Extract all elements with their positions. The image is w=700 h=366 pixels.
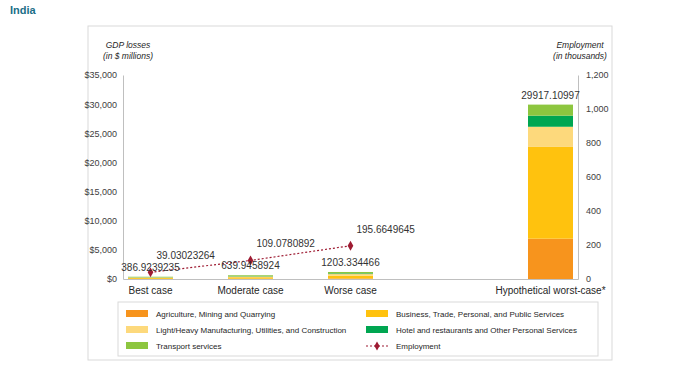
y2-tick: 200 [578,240,601,250]
y-tick: $15,000 [84,187,123,197]
y2-tick: 400 [578,206,601,216]
y-tick-label: $0 [107,274,117,284]
x-tick: Hypothetical worst-case* [495,279,605,296]
legend-item: Transport services [126,342,222,351]
y2-tick-label: 200 [586,240,601,250]
line-data-label: 195.6649645 [357,224,416,235]
y-axis-title: GDP losses [106,40,151,50]
y-tick: $10,000 [84,216,123,226]
legend-item: Employment [366,341,441,351]
y-tick: $30,000 [84,100,123,110]
bar-segment [328,272,373,273]
x-axis-line [124,279,579,280]
y2-tick: 1,000 [578,104,609,114]
legend-label: Light/Heavy Manufacturing, Utilities, an… [156,326,346,335]
legend-swatch [126,310,148,317]
legend-item: Hotel and restaurants and Other Personal… [366,326,577,335]
y2-tick-label: 1,000 [586,104,609,114]
y2-tick-label: 400 [586,206,601,216]
bar-segment [228,278,273,279]
line-data-label: 109.0780892 [257,238,316,249]
x-tick-label: Worse case [324,285,377,296]
bar-segment [228,276,273,277]
y2-axis-line [578,76,579,280]
total-data-label: 1203.334466 [321,257,380,268]
y2-axis-title: (in thousands) [553,51,607,61]
legend-label: Transport services [156,342,222,351]
data-labels: 39.03023264 109.0780892 195.6649645 386.923… [121,90,580,273]
bars [128,105,573,279]
x-tick: Worse case [324,279,377,296]
y-tick: $20,000 [84,158,123,168]
line-data-label: 39.03023264 [157,250,216,261]
y-tick: $5,000 [89,245,123,255]
bar-segment [528,105,573,116]
y2-tick: 600 [578,172,601,182]
x-tick-label: Hypothetical worst-case* [495,285,605,296]
legend: Agriculture, Mining and Quarrying Busines… [118,302,598,356]
y2-tick: 800 [578,138,601,148]
bar-segment [528,127,573,147]
bar-segment [228,276,273,278]
legend-swatch [366,310,388,317]
legend-label: Agriculture, Mining and Quarrying [156,310,275,319]
total-data-label: 386.9239235 [121,262,180,273]
x-tick: Moderate case [217,279,284,296]
x-tick-label: Best case [129,285,173,296]
y-tick-label: $10,000 [84,216,117,226]
y-tick-label: $30,000 [84,100,117,110]
y2-axis: 0 200 400 600 800 1,000 1,200 [578,70,609,284]
x-axis: Best case Moderate case Worse case Hypothet… [124,279,606,296]
y-axis: $0 $5,000 $10,000 $15,000 $20,000 $25,000 $30,… [84,70,123,284]
y-tick-label: $15,000 [84,187,117,197]
y-tick-label: $5,000 [89,245,117,255]
bar-segment [528,147,573,239]
line-marker [348,241,354,251]
y-axis-line [123,76,124,280]
x-tick-label: Moderate case [217,285,284,296]
bar-segment [228,275,273,277]
y2-tick-label: 0 [586,274,591,284]
y2-axis-title: Employment [556,40,604,50]
y2-tick: 0 [578,274,591,284]
chart-frame [88,26,612,360]
legend-swatch [366,326,388,333]
y-tick-label: $20,000 [84,158,117,168]
bar-segment [128,277,173,279]
legend-label: Hotel and restaurants and Other Personal… [396,326,577,335]
x-tick: Best case [129,279,173,296]
legend-label: Employment [396,342,441,351]
bar-segment [328,274,373,276]
legend-label: Business, Trade, Personal, and Public Se… [396,310,564,319]
legend-marker [374,341,379,350]
y2-tick-label: 1,200 [586,70,609,80]
bar-segment [328,276,373,279]
bar-segment [528,116,573,127]
bar-segment [528,239,573,279]
legend-swatch [126,342,148,349]
y2-tick: 1,200 [578,70,609,80]
y-axis-title: (in $ millions) [103,51,153,61]
bar-segment [228,277,273,278]
y-tick: $25,000 [84,129,123,139]
chart-title: India [10,4,37,16]
y-tick-label: $25,000 [84,129,117,139]
legend-item: Light/Heavy Manufacturing, Utilities, an… [126,326,346,335]
chart-svg: India $0 $5,000 $10,000 $15,000 $20,000 $25,00… [0,0,700,366]
bar-segment [128,278,173,279]
bar-segment [328,273,373,275]
y-tick: $0 [107,274,123,284]
legend-item: Agriculture, Mining and Quarrying [126,310,275,319]
y-tick-label: $35,000 [84,70,117,80]
plot-area [128,105,573,279]
legend-box [118,302,598,356]
y2-tick-label: 800 [586,138,601,148]
legend-item: Business, Trade, Personal, and Public Se… [366,310,564,319]
legend-swatch [126,326,148,333]
total-data-label: 639.9458924 [221,260,280,271]
y-tick: $35,000 [84,70,123,80]
total-data-label: 29917.10997 [521,90,580,101]
y2-tick-label: 600 [586,172,601,182]
